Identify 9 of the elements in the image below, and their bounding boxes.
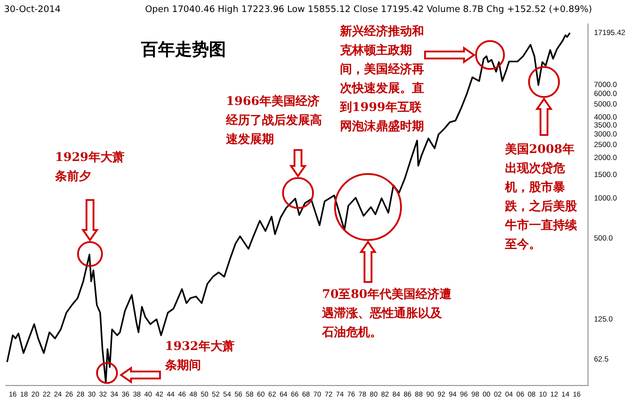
annotation: 1966年美国经济经历了战后发展高速发展期 — [226, 93, 323, 148]
text: 百年走势图 — [141, 39, 226, 61]
text: Open 17040.46 High 17223.96 Low 15855.12 Close 17195.42 Volume 8.7B Chg +152.52 (+0.89%) — [145, 5, 592, 15]
annotation: 1929年大萧条前夕 — [55, 149, 125, 185]
annotation: 1932年大萧条期间 — [165, 338, 235, 374]
annotation: 新兴经济推动和克林顿主政期间，美国经济再次快速发展。直到1999年互联网泡沫鼎盛时期 — [340, 23, 425, 135]
annotation: 美国2008年出现次贷危机，股市暴跌，之后美股牛市一直持续至今。 — [505, 141, 578, 253]
annotation: 70至80年代美国经济遭遇滞涨、恶性通胀以及石油危机。 — [322, 286, 452, 341]
text: 30-Oct-2014 — [4, 5, 61, 15]
